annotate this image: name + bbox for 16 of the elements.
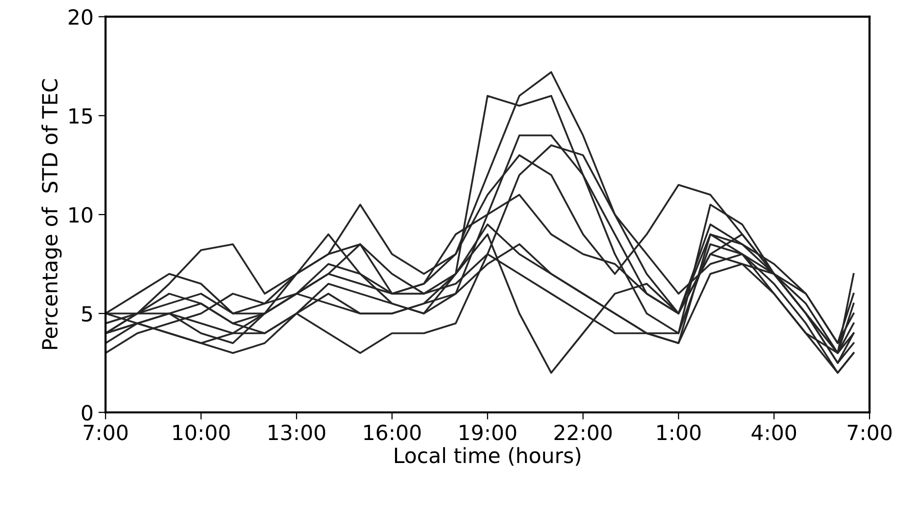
y-axis-title: Percentage of STD of TEC <box>42 79 62 349</box>
x-tick-label: 19:00 <box>460 424 516 440</box>
y-tick-label: 10 <box>70 206 92 223</box>
x-tick-label: 10:00 <box>173 424 230 440</box>
x-tick-label: 7:00 <box>848 424 892 440</box>
y-tick-label: 0 <box>82 404 92 421</box>
x-tick-label: 13:00 <box>268 424 326 440</box>
x-axis-title: Local time (hours) <box>395 447 580 466</box>
x-tick-label: 22:00 <box>554 424 612 440</box>
y-tick-label: 5 <box>82 306 92 322</box>
y-tick-label: 20 <box>68 9 92 25</box>
x-tick-label: 4:00 <box>752 424 796 440</box>
x-tick-label: 16:00 <box>364 424 421 440</box>
x-tick-label: 1:00 <box>657 424 701 440</box>
y-tick-label: 15 <box>70 108 92 124</box>
x-tick-label: 7:00 <box>84 424 128 440</box>
